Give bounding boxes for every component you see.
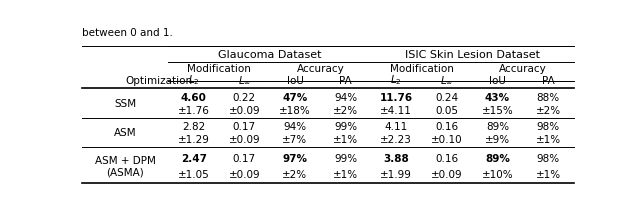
Text: ±9%: ±9%	[485, 135, 510, 145]
Text: ASM: ASM	[114, 128, 137, 138]
Text: ±2%: ±2%	[536, 106, 561, 116]
Text: 3.88: 3.88	[383, 154, 409, 164]
Text: Accuracy: Accuracy	[499, 64, 547, 74]
Text: 99%: 99%	[334, 122, 357, 132]
Text: ASM + DPM
(ASMA): ASM + DPM (ASMA)	[95, 156, 156, 178]
Text: 4.60: 4.60	[180, 93, 207, 103]
Text: $L_\infty$: $L_\infty$	[238, 75, 251, 87]
Text: $L_\infty$: $L_\infty$	[440, 75, 453, 87]
Text: ±1.05: ±1.05	[178, 170, 210, 180]
Text: ±2%: ±2%	[282, 170, 308, 180]
Text: ±2.23: ±2.23	[380, 135, 412, 145]
Text: ±18%: ±18%	[279, 106, 311, 116]
Text: 47%: 47%	[282, 93, 308, 103]
Text: Optimization: Optimization	[125, 76, 193, 85]
Text: 43%: 43%	[485, 93, 510, 103]
Text: 89%: 89%	[485, 154, 510, 164]
Text: 0.16: 0.16	[435, 122, 458, 132]
Text: 11.76: 11.76	[380, 93, 413, 103]
Text: $L_2$: $L_2$	[390, 74, 402, 88]
Text: ±1%: ±1%	[536, 170, 561, 180]
Text: ±1.29: ±1.29	[178, 135, 210, 145]
Text: ±0.09: ±0.09	[431, 170, 463, 180]
Text: ±0.10: ±0.10	[431, 135, 463, 145]
Text: ±10%: ±10%	[482, 170, 513, 180]
Text: Modification: Modification	[187, 64, 251, 74]
Text: ISIC Skin Lesion Dataset: ISIC Skin Lesion Dataset	[404, 50, 540, 60]
Text: Accuracy: Accuracy	[296, 64, 344, 74]
Text: 99%: 99%	[334, 154, 357, 164]
Text: ±1.76: ±1.76	[178, 106, 210, 116]
Text: 4.11: 4.11	[385, 122, 408, 132]
Text: between 0 and 1.: between 0 and 1.	[83, 28, 173, 38]
Text: ±7%: ±7%	[282, 135, 308, 145]
Text: 98%: 98%	[536, 122, 560, 132]
Text: ±2%: ±2%	[333, 106, 358, 116]
Text: Modification: Modification	[390, 64, 454, 74]
Text: 94%: 94%	[284, 122, 307, 132]
Text: 97%: 97%	[282, 154, 307, 164]
Text: 2.47: 2.47	[180, 154, 207, 164]
Text: PA: PA	[339, 76, 352, 85]
Text: Glaucoma Dataset: Glaucoma Dataset	[218, 50, 321, 60]
Text: 89%: 89%	[486, 122, 509, 132]
Text: ±0.09: ±0.09	[228, 106, 260, 116]
Text: IoU: IoU	[287, 76, 303, 85]
Text: ±4.11: ±4.11	[380, 106, 412, 116]
Text: ±1.99: ±1.99	[380, 170, 412, 180]
Text: 0.16: 0.16	[435, 154, 458, 164]
Text: ±15%: ±15%	[482, 106, 513, 116]
Text: ±1%: ±1%	[333, 135, 358, 145]
Text: 94%: 94%	[334, 93, 357, 103]
Text: 88%: 88%	[536, 93, 560, 103]
Text: PA: PA	[542, 76, 555, 85]
Text: 0.22: 0.22	[233, 93, 256, 103]
Text: ±0.09: ±0.09	[228, 135, 260, 145]
Text: 0.17: 0.17	[233, 122, 256, 132]
Text: 0.05: 0.05	[435, 106, 458, 116]
Text: ±1%: ±1%	[536, 135, 561, 145]
Text: 0.24: 0.24	[435, 93, 458, 103]
Text: SSM: SSM	[115, 99, 136, 109]
Text: 0.17: 0.17	[233, 154, 256, 164]
Text: IoU: IoU	[489, 76, 506, 85]
Text: $L_2$: $L_2$	[188, 74, 200, 88]
Text: ±0.09: ±0.09	[228, 170, 260, 180]
Text: 98%: 98%	[536, 154, 560, 164]
Text: 2.82: 2.82	[182, 122, 205, 132]
Text: ±1%: ±1%	[333, 170, 358, 180]
